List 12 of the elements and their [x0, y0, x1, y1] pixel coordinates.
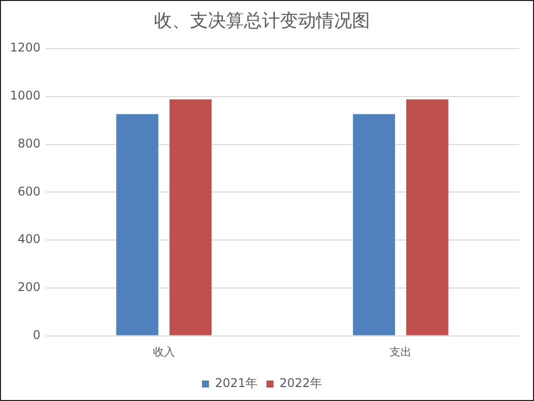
y-tick-label: 400 [18, 232, 41, 246]
legend-label: 2021年 [214, 376, 258, 390]
y-tick-label: 600 [18, 184, 41, 198]
y-tick-label: 800 [18, 136, 41, 150]
y-tick-label: 200 [18, 280, 41, 294]
y-tick-label: 1000 [10, 88, 41, 103]
y-tick-label: 0 [32, 328, 41, 342]
legend-label: 2022年 [280, 376, 322, 390]
x-tick-label: 收入 [152, 345, 175, 358]
chart-title: 收、支决算总计变动情况图 [154, 10, 370, 32]
y-tick-label: 1200 [10, 40, 41, 55]
x-tick-label: 支出 [390, 345, 412, 358]
